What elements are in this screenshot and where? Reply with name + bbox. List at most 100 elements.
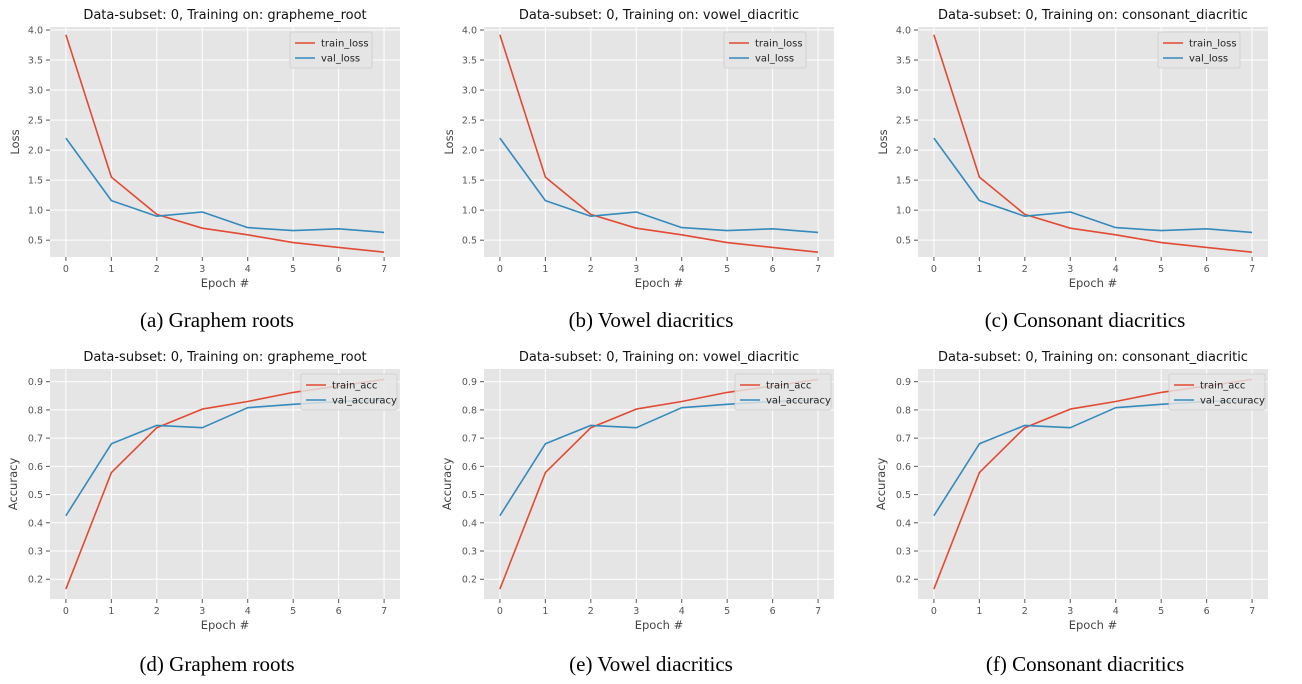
panel-caption: (f) Consonant diacritics — [985, 652, 1185, 676]
x-tick-label: 7 — [381, 606, 387, 617]
y-tick-label: 1.5 — [462, 176, 477, 187]
x-tick-label: 6 — [1204, 264, 1210, 275]
x-tick-label: 6 — [770, 606, 776, 617]
y-tick-label: 0.3 — [462, 547, 477, 558]
series-line-train-loss — [933, 34, 1253, 253]
x-axis-label: Epoch # — [1069, 618, 1118, 632]
x-tick-label: 3 — [633, 264, 639, 275]
x-axis-label: Epoch # — [1069, 276, 1118, 290]
legend-label: train_loss — [1189, 39, 1237, 50]
y-tick-label: 2.0 — [28, 146, 43, 157]
loss-chart-grapheme-root: 0.5 1.0 1.5 2.0 2.5 3.0 3.5 4.0 0 1 2 3 4 5 6 7 Epoch # L… — [8, 8, 400, 290]
y-tick-label: 1.5 — [896, 176, 911, 187]
x-tick-label: 4 — [245, 606, 251, 617]
panel-caption: (a) Graphem roots — [140, 308, 294, 332]
y-tick-label: 3.5 — [896, 56, 911, 67]
x-tick-label: 3 — [1067, 606, 1073, 617]
chart-panel-c: 0.5 1.0 1.5 2.0 2.5 3.0 3.5 4.0 0 1 2 3 4 5 6 7 Epoch # L… — [868, 0, 1302, 342]
y-axis-label: Loss — [8, 129, 22, 154]
x-tick-label: 5 — [724, 264, 730, 275]
y-tick-label: 0.2 — [462, 575, 477, 586]
y-tick-label: 0.2 — [896, 575, 911, 586]
x-tick-label: 7 — [815, 606, 821, 617]
chart-title: Data-subset: 0, Training on: consonant_d… — [938, 350, 1248, 365]
y-tick-label: 0.4 — [462, 518, 477, 529]
y-tick-label: 0.5 — [896, 490, 911, 501]
chart-title: Data-subset: 0, Training on: vowel_diacr… — [519, 350, 799, 365]
x-axis-label: Epoch # — [635, 618, 684, 632]
x-tick-label: 0 — [931, 606, 937, 617]
chart-title: Data-subset: 0, Training on: vowel_diacr… — [519, 8, 799, 23]
y-tick-label: 0.6 — [462, 462, 477, 473]
series-line-val-loss — [933, 137, 1253, 234]
x-tick-label: 2 — [588, 264, 594, 275]
y-tick-label: 4.0 — [462, 26, 477, 37]
legend-label: val_loss — [755, 54, 794, 65]
x-tick-label: 5 — [1158, 606, 1164, 617]
chart-panel-e: 0.2 0.3 0.4 0.5 0.6 0.7 0.8 0.9 0 1 2 3 4 5 6 7 Epoch # A… — [434, 342, 868, 684]
x-tick-label: 2 — [1022, 606, 1028, 617]
y-tick-label: 3.0 — [462, 86, 477, 97]
legend-label: val_accuracy — [332, 396, 397, 407]
y-tick-label: 0.9 — [462, 377, 477, 388]
y-tick-label: 0.8 — [462, 405, 477, 416]
y-tick-label: 3.0 — [28, 86, 43, 97]
x-tick-label: 6 — [1204, 606, 1210, 617]
series-line-val-loss — [499, 137, 819, 234]
y-tick-label: 2.5 — [896, 116, 911, 127]
x-tick-label: 1 — [108, 264, 114, 275]
y-tick-label: 1.5 — [28, 176, 43, 187]
y-tick-label: 0.6 — [896, 462, 911, 473]
legend-box — [734, 373, 832, 411]
y-axis-label: Accuracy — [874, 458, 888, 511]
legend-label: val_accuracy — [766, 396, 831, 407]
y-tick-label: 0.6 — [28, 462, 43, 473]
x-tick-label: 4 — [1113, 606, 1119, 617]
legend-label: train_acc — [1200, 381, 1245, 392]
x-tick-label: 0 — [497, 606, 503, 617]
x-tick-label: 7 — [1249, 264, 1255, 275]
x-tick-label: 1 — [108, 606, 114, 617]
legend-box — [289, 31, 373, 69]
x-tick-label: 2 — [588, 606, 594, 617]
chart-panel-f: 0.2 0.3 0.4 0.5 0.6 0.7 0.8 0.9 0 1 2 3 4 5 6 7 Epoch # A… — [868, 342, 1302, 684]
x-tick-label: 4 — [1113, 264, 1119, 275]
x-axis-label: Epoch # — [635, 276, 684, 290]
x-axis-label: Epoch # — [201, 276, 250, 290]
legend-label: train_loss — [321, 39, 369, 50]
y-tick-label: 0.5 — [896, 236, 911, 247]
legend-label: val_loss — [1189, 54, 1228, 65]
x-tick-label: 3 — [1067, 264, 1073, 275]
legend-box — [300, 373, 398, 411]
y-tick-label: 0.9 — [28, 377, 43, 388]
x-tick-label: 2 — [1022, 264, 1028, 275]
y-tick-label: 3.0 — [896, 86, 911, 97]
chart-title: Data-subset: 0, Training on: grapheme_ro… — [83, 8, 366, 23]
y-tick-label: 0.5 — [28, 490, 43, 501]
accuracy-chart-vowel-diacritic: 0.2 0.3 0.4 0.5 0.6 0.7 0.8 0.9 0 1 2 3 4 5 6 7 Epoch # A… — [440, 350, 834, 632]
y-tick-label: 1.0 — [28, 206, 43, 217]
chart-panel-a: 0.5 1.0 1.5 2.0 2.5 3.0 3.5 4.0 0 1 2 3 4 5 6 7 Epoch # L… — [0, 0, 434, 342]
y-tick-label: 3.5 — [462, 56, 477, 67]
x-tick-label: 7 — [381, 264, 387, 275]
panel-caption: (d) Graphem roots — [139, 652, 295, 676]
y-tick-label: 0.8 — [896, 405, 911, 416]
y-tick-label: 0.7 — [896, 434, 911, 445]
y-tick-label: 2.5 — [28, 116, 43, 127]
x-tick-label: 3 — [199, 606, 205, 617]
x-tick-label: 2 — [154, 264, 160, 275]
x-tick-label: 1 — [542, 264, 548, 275]
x-tick-label: 0 — [497, 264, 503, 275]
y-tick-label: 2.5 — [462, 116, 477, 127]
y-tick-label: 0.2 — [28, 575, 43, 586]
panel-caption: (b) Vowel diacritics — [568, 308, 734, 332]
x-tick-label: 6 — [770, 264, 776, 275]
y-tick-label: 0.4 — [896, 518, 911, 529]
y-tick-label: 0.5 — [28, 236, 43, 247]
x-tick-label: 5 — [290, 606, 296, 617]
y-axis-label: Loss — [876, 129, 890, 154]
y-tick-label: 4.0 — [896, 26, 911, 37]
x-axis-label: Epoch # — [201, 618, 250, 632]
x-tick-label: 4 — [679, 606, 685, 617]
y-axis-label: Accuracy — [6, 458, 20, 511]
